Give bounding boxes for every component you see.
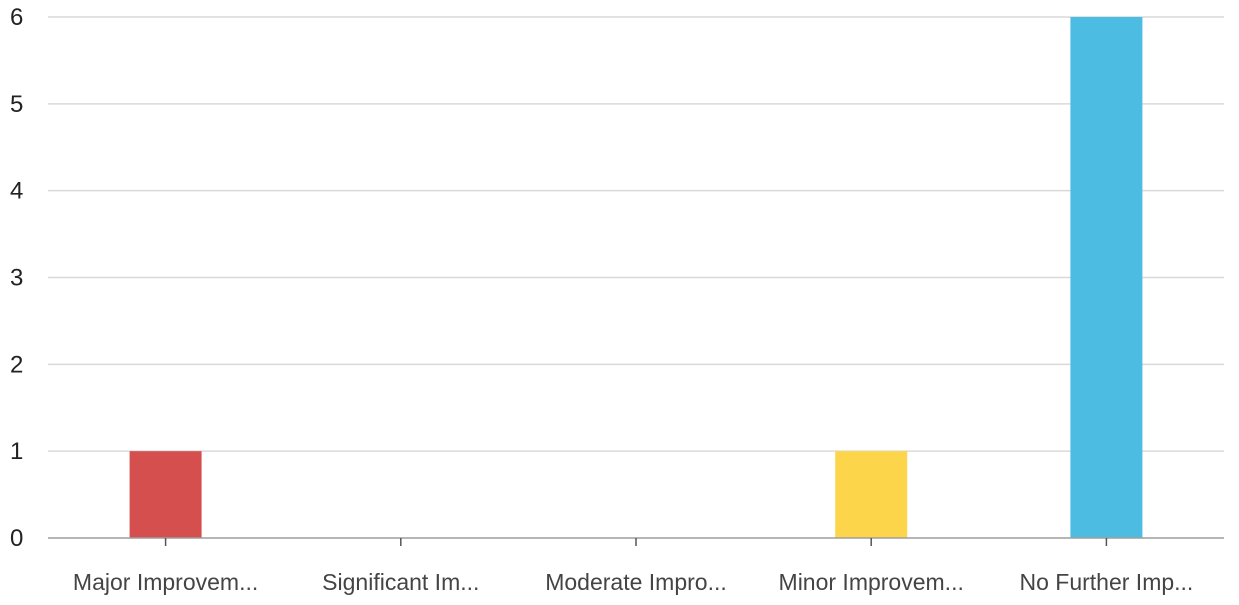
- x-axis-ticks: [164, 538, 1108, 546]
- y-tick-label: 0: [10, 525, 23, 552]
- bar[interactable]: [129, 451, 202, 538]
- x-category-label: Major Improvem...: [73, 569, 258, 595]
- bars: [129, 17, 1143, 538]
- y-tick-label: 1: [10, 438, 23, 465]
- y-tick-label: 5: [10, 91, 23, 118]
- x-axis-category-labels: Major Improvem... Significant Im... Modera…: [73, 569, 1193, 595]
- x-category-label: Moderate Impro...: [545, 569, 727, 595]
- x-category-label: No Further Imp...: [1019, 569, 1193, 595]
- bar[interactable]: [835, 451, 908, 538]
- x-category-label: Significant Im...: [322, 569, 479, 595]
- y-tick-label: 6: [10, 4, 23, 31]
- x-category-label: Minor Improvem...: [779, 569, 964, 595]
- gridlines: [48, 16, 1224, 452]
- y-tick-label: 4: [10, 178, 23, 205]
- y-tick-label: 2: [10, 351, 23, 378]
- bar[interactable]: [1070, 17, 1143, 538]
- y-tick-label: 3: [10, 265, 23, 292]
- y-axis-tick-labels: 0 1 2 3 4 5 6: [10, 4, 23, 552]
